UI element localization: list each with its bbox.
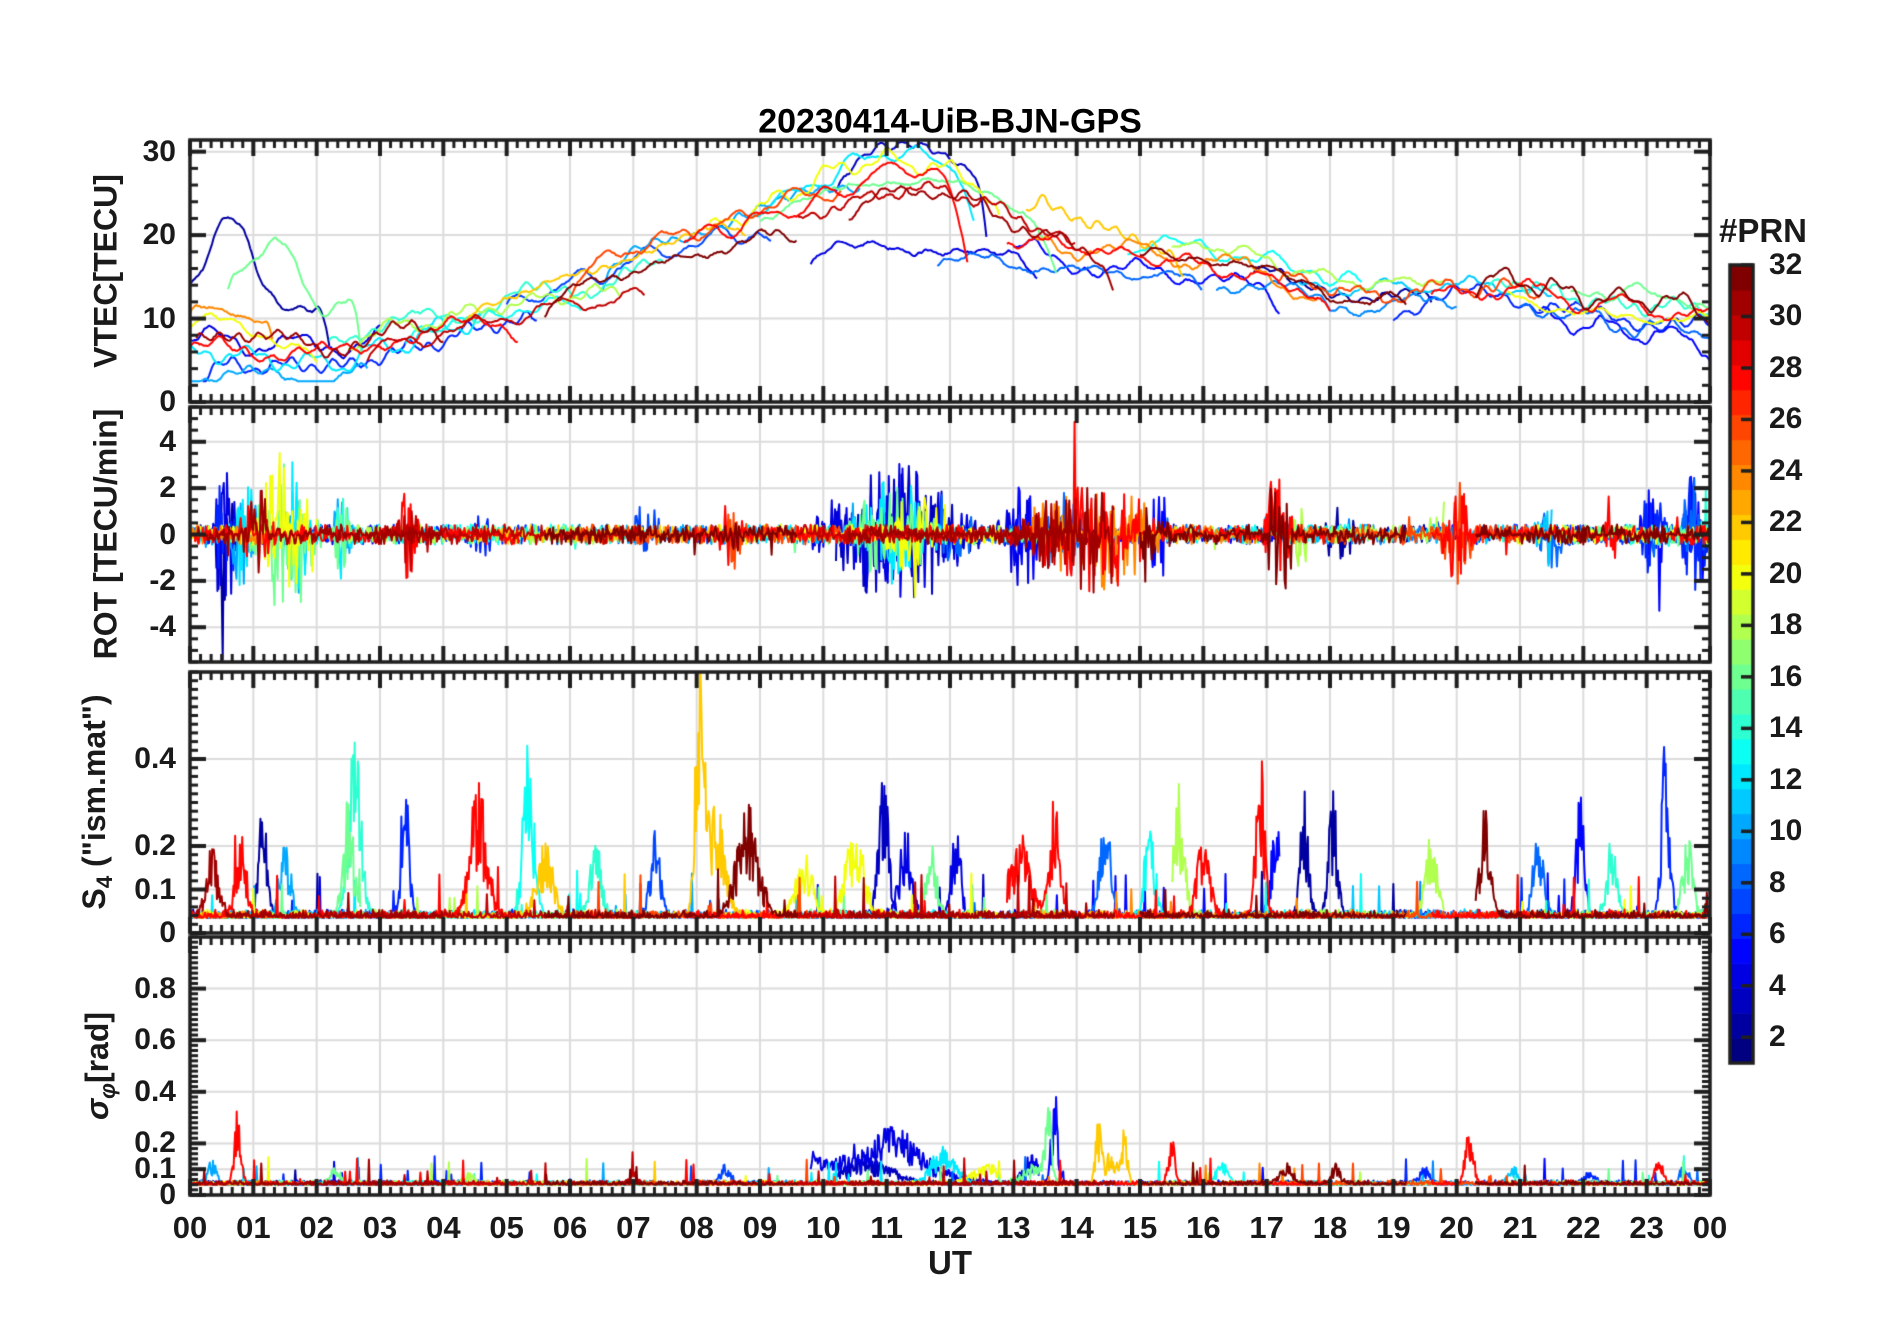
colorbar-tick-label: 12	[1769, 762, 1803, 796]
colorbar-tick-label: 14	[1769, 711, 1803, 745]
y-tick-label: 0.2	[134, 1126, 176, 1160]
y-tick-label: 0.1	[134, 872, 176, 906]
y-tick-label: 0.4	[134, 742, 176, 775]
x-tick-label: 00	[172, 1210, 208, 1245]
colorbar-tick-label: 30	[1769, 299, 1803, 333]
y-tick-label: -4	[149, 610, 176, 644]
y-tick-label: 0.2	[134, 829, 176, 862]
colorbar-tick-label: 4	[1769, 968, 1786, 1002]
y-tick-label: 10	[142, 301, 176, 335]
x-tick-label: 18	[1312, 1210, 1348, 1245]
x-tick-label: 20	[1439, 1210, 1474, 1245]
colorbar-title: #PRN	[1718, 212, 1808, 249]
colorbar-tick-label: 26	[1769, 402, 1803, 436]
x-tick-label: 06	[552, 1210, 588, 1245]
x-tick-label: 23	[1629, 1210, 1664, 1245]
x-tick-label: 09	[742, 1210, 778, 1245]
x-tick-label: 07	[616, 1210, 651, 1245]
figure-title: 20230414-UiB-BJN-GPS	[758, 102, 1142, 141]
x-tick-label: 19	[1376, 1210, 1411, 1245]
colorbar-tick-label: 28	[1769, 350, 1803, 384]
y-tick-label: 0	[159, 1178, 176, 1211]
y-tick-label: 0	[159, 916, 176, 949]
colorbar-tick-label: 18	[1769, 608, 1803, 642]
y-tick-label: 2	[159, 471, 176, 505]
x-tick-label: 03	[362, 1210, 398, 1245]
y-tick-label: 0.8	[134, 971, 176, 1005]
x-tick-label: 12	[932, 1210, 968, 1245]
colorbar-tick-label: 6	[1769, 917, 1786, 951]
y-tick-label: 0.4	[134, 1074, 176, 1108]
x-tick-label: 17	[1249, 1210, 1284, 1245]
x-tick-label: 00	[1692, 1210, 1728, 1245]
x-tick-label: 22	[1566, 1210, 1601, 1245]
y-tick-label: 20	[142, 218, 176, 252]
colorbar-tick-label: 22	[1769, 505, 1803, 539]
colorbar-tick-label: 32	[1769, 248, 1803, 281]
x-tick-label: 04	[426, 1210, 461, 1245]
y-tick-label: 0.1	[134, 1152, 176, 1186]
x-tick-label: 08	[679, 1210, 714, 1245]
x-tick-label: 16	[1186, 1210, 1221, 1245]
y-tick-label: 0	[159, 385, 176, 418]
y-tick-label: -2	[149, 563, 176, 597]
x-axis-label: UT	[928, 1244, 972, 1281]
x-tick-label: 11	[870, 1210, 904, 1245]
colorbar-tick-label: 10	[1769, 814, 1803, 848]
x-tick-label: 14	[1059, 1210, 1094, 1245]
y-tick-label: 0	[159, 517, 176, 551]
y-tick-label: 4	[159, 424, 176, 458]
x-tick-label: 15	[1122, 1210, 1158, 1245]
y-tick-label: 0.6	[134, 1023, 176, 1057]
colorbar-tick-label: 8	[1769, 865, 1786, 899]
x-tick-label: 10	[806, 1210, 841, 1245]
x-tick-label: 05	[489, 1210, 524, 1245]
colorbar-tick-label: 16	[1769, 659, 1803, 693]
colorbar-tick-label: 24	[1769, 453, 1803, 487]
x-tick-label: 21	[1502, 1210, 1538, 1245]
colorbar-tick-label: 2	[1769, 1020, 1786, 1054]
y-axis-label-vtec: VTEC[TECU]	[87, 174, 124, 368]
y-tick-label: 30	[142, 134, 176, 168]
x-tick-label: 02	[299, 1210, 334, 1245]
x-tick-label: 01	[236, 1210, 271, 1245]
colorbar-tick-label: 20	[1769, 556, 1803, 590]
x-tick-label: 13	[996, 1210, 1031, 1245]
